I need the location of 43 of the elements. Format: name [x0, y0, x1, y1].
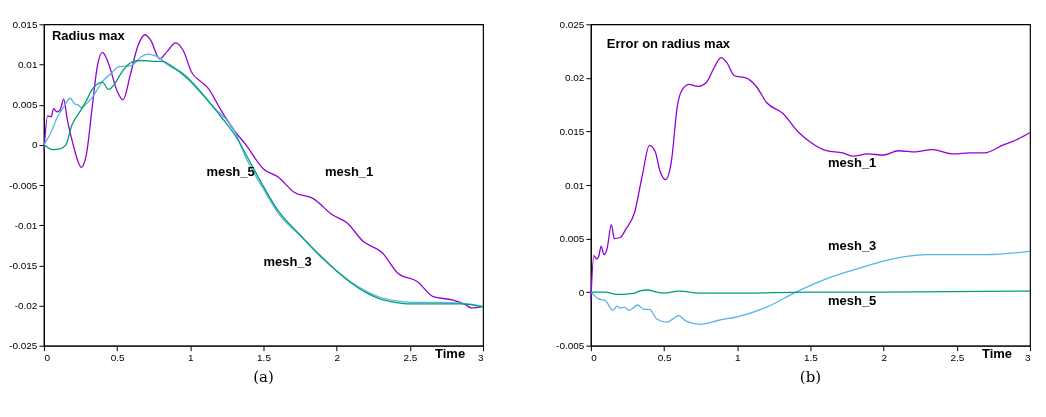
x-tick-label: 3 [478, 352, 485, 364]
series-label: mesh_3 [828, 238, 877, 254]
x-tick-label: 0.5 [657, 352, 672, 364]
x-tick-label: 1.5 [257, 352, 272, 364]
series-label: mesh_3 [263, 254, 312, 270]
y-tick-label: 0.025 [559, 18, 585, 30]
y-tick-label: 0.015 [12, 18, 38, 30]
x-tick-label: 0 [591, 352, 598, 364]
chart-title: Radius max [51, 28, 126, 44]
x-tick-label: 2.5 [950, 352, 965, 364]
series-label: mesh_1 [828, 154, 877, 170]
x-tick-label: 3 [1024, 352, 1031, 364]
y-tick-label: -0.005 [9, 179, 38, 191]
y-tick-label: 0.005 [12, 99, 38, 111]
y-tick-label: -0.015 [9, 259, 38, 271]
series-label: mesh_5 [828, 292, 877, 308]
y-tick-label: 0 [31, 139, 38, 151]
x-tick-label: 2 [334, 352, 341, 364]
y-tick-label: -0.02 [14, 300, 38, 312]
x-tick-label: 0.5 [110, 352, 125, 364]
series-label: mesh_1 [324, 164, 374, 180]
text: (b) [799, 367, 822, 386]
x-axis-title: Time [435, 345, 466, 361]
y-tick-label: 0.01 [564, 179, 585, 191]
y-tick-label: -0.005 [556, 340, 585, 352]
y-tick-label: 0.015 [559, 125, 585, 137]
x-tick-label: 0 [44, 352, 51, 364]
x-tick-label: 2 [881, 352, 888, 364]
text: (a) [253, 367, 274, 386]
y-tick-label: -0.025 [9, 340, 38, 352]
y-tick-label: 0.005 [559, 233, 585, 245]
line-series [590, 250, 1031, 325]
x-axis-title: Time [982, 345, 1013, 361]
y-tick-label: 0.02 [564, 72, 585, 84]
x-tick-label: 2.5 [403, 352, 418, 364]
y-tick-label: -0.01 [14, 219, 38, 231]
y-tick-label: 0 [578, 286, 585, 298]
y-tick-label: 0.01 [18, 58, 38, 70]
x-tick-label: 1 [188, 352, 195, 364]
x-tick-label: 1.5 [804, 352, 819, 364]
text: Error on radius max [606, 36, 731, 52]
series-label: mesh_5 [206, 164, 255, 180]
x-tick-label: 1 [734, 352, 741, 364]
